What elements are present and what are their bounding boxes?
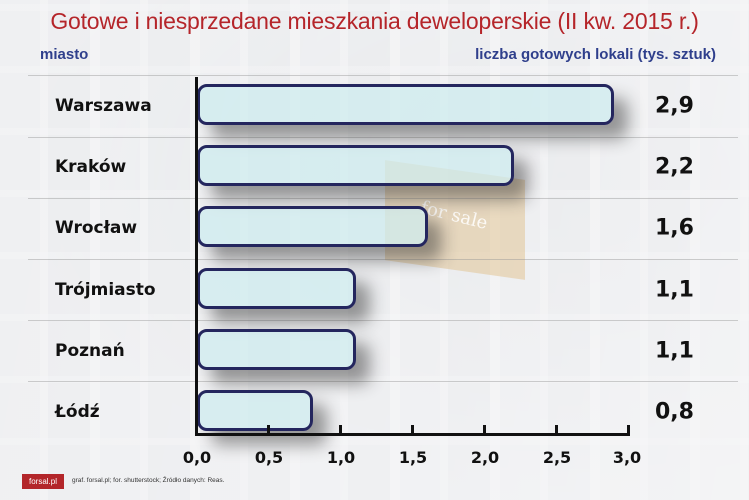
x-tick [411, 425, 414, 434]
bar-trojmiasto [197, 268, 356, 309]
category-label: Warszawa [55, 96, 152, 116]
category-label: Łódź [55, 402, 100, 422]
x-tick-label: 2,5 [542, 448, 572, 467]
bar-lodz [197, 390, 313, 431]
x-tick-label: 0,0 [182, 448, 212, 467]
value-label: 0,8 [655, 399, 694, 425]
bar-krakow [197, 145, 514, 186]
value-label: 1,6 [655, 215, 694, 241]
value-label: 1,1 [655, 338, 694, 364]
x-tick-label: 3,0 [612, 448, 642, 467]
x-tick-label: 0,5 [254, 448, 284, 467]
x-tick [339, 425, 342, 434]
category-label: Wrocław [55, 218, 138, 238]
category-label: Trójmiasto [55, 280, 156, 300]
x-tick [483, 425, 486, 434]
x-tick [555, 425, 558, 434]
x-tick [267, 425, 270, 434]
row-divider [28, 259, 738, 260]
category-axis-header: miasto [40, 46, 89, 63]
x-tick-label: 1,5 [398, 448, 428, 467]
y-axis-line [195, 77, 198, 436]
bar-warszawa [197, 84, 614, 125]
category-label: Poznań [55, 341, 125, 361]
category-label: Kraków [55, 157, 127, 177]
bar-poznan [197, 329, 356, 370]
x-tick [627, 425, 630, 434]
value-label: 2,2 [655, 154, 694, 180]
value-label: 2,9 [655, 93, 694, 119]
row-divider [28, 320, 738, 321]
bar-wroclaw [197, 206, 428, 247]
forsal-logo: forsal.pl [22, 474, 64, 489]
row-divider [28, 198, 738, 199]
chart-title: Gotowe i niesprzedane mieszkania dewelop… [50, 8, 699, 34]
row-divider [28, 137, 738, 138]
value-label: 1,1 [655, 277, 694, 303]
x-tick-label: 1,0 [326, 448, 356, 467]
x-tick-label: 2,0 [470, 448, 500, 467]
source-credits: graf. forsal.pl; for. shutterstock; Źród… [72, 477, 225, 484]
row-divider [28, 75, 738, 76]
row-divider [28, 381, 738, 382]
value-axis-header: liczba gotowych lokali (tys. sztuk) [475, 46, 716, 63]
x-axis-line [195, 433, 630, 436]
